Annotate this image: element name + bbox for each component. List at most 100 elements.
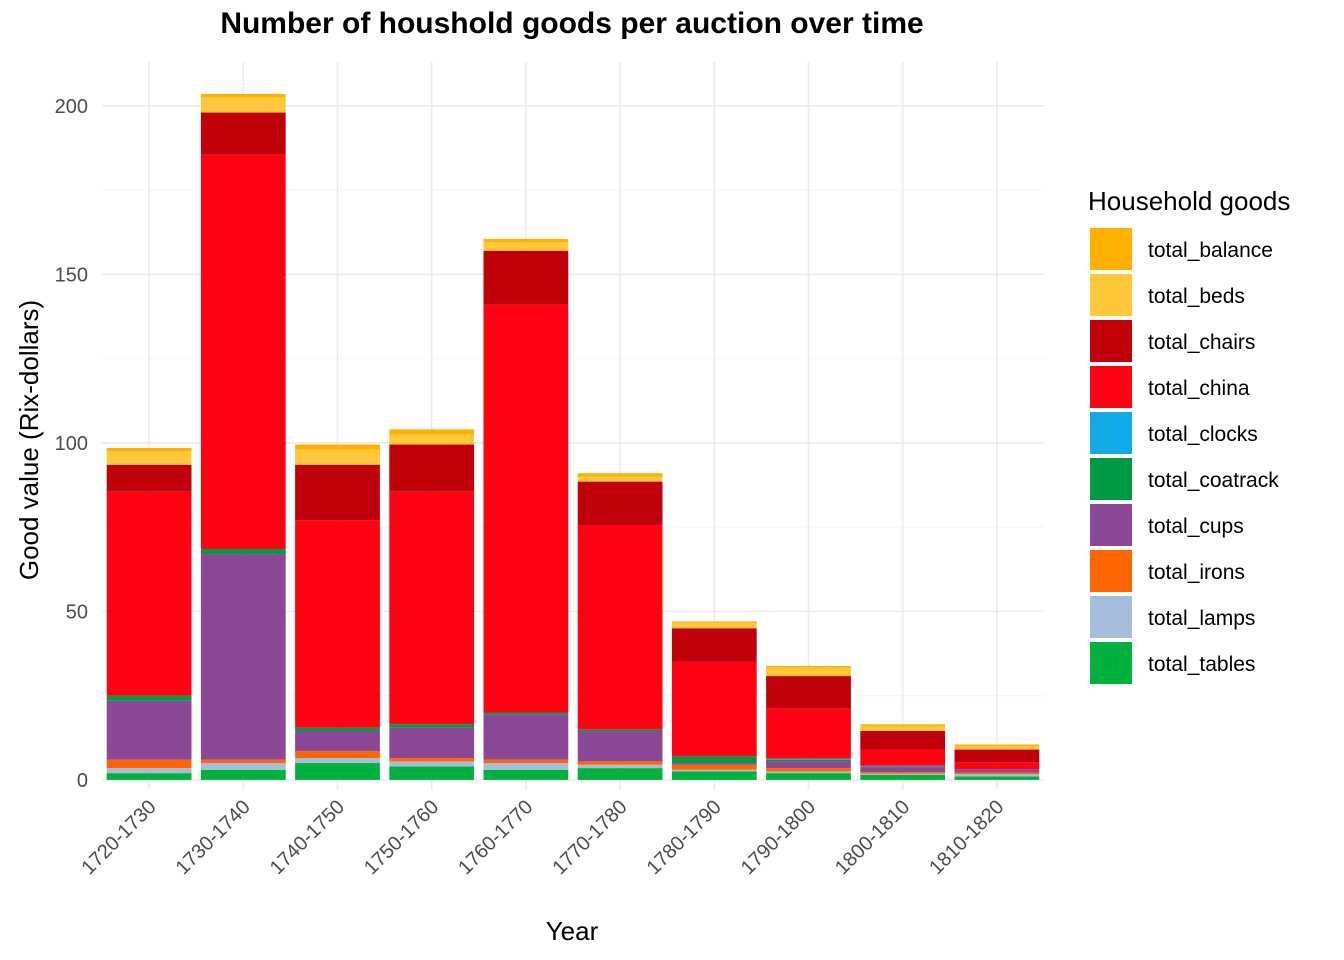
bar-segment-balance-1760-1770: [483, 238, 569, 243]
bar-segment-tables-1720-1730: [106, 773, 192, 780]
bar-segment-beds-1740-1750: [295, 449, 380, 465]
x-tick-label: 1750-1760: [360, 796, 443, 879]
bar-segment-tables-1770-1780: [577, 768, 663, 780]
bar-segment-irons-1780-1790: [671, 764, 757, 770]
bar-segment-cups-1780-1790: [671, 763, 757, 765]
bar-segment-coatrack-1720-1730: [106, 695, 192, 701]
x-tick-label: 1780-1790: [643, 796, 726, 879]
bar-segment-beds-1720-1730: [106, 451, 192, 465]
bar-segment-china-1760-1770: [483, 304, 569, 713]
legend-label: total_cups: [1148, 515, 1244, 538]
legend-key-lamps: [1090, 596, 1132, 638]
bar-segment-cups-1770-1780: [577, 731, 663, 762]
chart-title: Number of houshold goods per auction ove…: [220, 7, 923, 40]
bar-segment-balance-1720-1730: [106, 447, 192, 452]
legend-label: total_tables: [1148, 653, 1255, 676]
bar-segment-irons-1760-1770: [483, 759, 569, 764]
legend-label: total_lamps: [1148, 607, 1255, 630]
bar-segment-tables-1790-1800: [766, 773, 851, 780]
bar-segment-chairs-1750-1760: [389, 444, 475, 492]
legend-label: total_coatrack: [1148, 469, 1279, 492]
legend: Household goods total_balance total_bedst…: [1088, 186, 1290, 684]
bar-segment-irons-1800-1810: [860, 772, 946, 774]
bar-segment-irons-1770-1780: [577, 761, 663, 765]
bar-segment-beds-1760-1770: [483, 242, 569, 251]
y-axis-title: Good value (Rix-dollars): [14, 300, 44, 580]
bar-segment-beds-1780-1790: [671, 623, 757, 629]
legend-label: total_china: [1148, 377, 1250, 400]
bar-segment-china-1730-1740: [200, 154, 286, 550]
bar-segment-irons-1810-1820: [954, 772, 1040, 775]
bar-segment-irons-1750-1760: [389, 757, 475, 762]
bar-segment-china-1800-1810: [860, 749, 946, 766]
bar-segment-balance-1800-1810: [860, 724, 946, 726]
bar-segment-irons-1720-1730: [106, 759, 192, 769]
bar-segment-clocks-1800-1810: [860, 765, 946, 767]
bar-segment-coatrack-1800-1810: [860, 766, 946, 768]
bar-segment-beds-1730-1740: [200, 97, 286, 113]
bar-segment-lamps-1720-1730: [106, 768, 192, 774]
legend-key-chairs: [1090, 320, 1132, 362]
bar-segment-chairs-1780-1790: [671, 628, 757, 662]
y-tick-label: 150: [55, 264, 88, 286]
bars-layer: [106, 94, 1040, 780]
bar-segment-chairs-1790-1800: [766, 676, 851, 709]
x-tick-label: 1720-1730: [77, 796, 160, 879]
bar-segment-lamps-1760-1770: [483, 763, 569, 770]
bar-segment-coatrack-1770-1780: [577, 729, 663, 732]
bar-segment-lamps-1780-1790: [671, 769, 757, 772]
legend-key-balance: [1090, 228, 1132, 270]
bar-segment-cups-1790-1800: [766, 761, 851, 769]
bar-segment-china-1740-1750: [295, 520, 380, 728]
legend-key-china: [1090, 366, 1132, 408]
x-tick-label: 1800-1810: [831, 796, 914, 879]
bar-segment-beds-1750-1760: [389, 434, 475, 445]
bar-segment-balance-1740-1750: [295, 444, 380, 450]
bar-segment-lamps-1800-1810: [860, 773, 946, 775]
bar-segment-balance-1790-1800: [766, 665, 851, 668]
x-tick-label: 1740-1750: [266, 796, 349, 879]
legend-label: total_balance: [1148, 239, 1273, 262]
bar-segment-china-1750-1760: [389, 491, 475, 725]
bar-segment-chairs-1720-1730: [106, 464, 192, 492]
bar-segment-irons-1730-1740: [200, 759, 286, 764]
bar-segment-clocks-1790-1800: [766, 758, 851, 760]
legend-key-irons: [1090, 550, 1132, 592]
bar-segment-balance-1770-1780: [577, 473, 663, 477]
bar-segment-beds-1790-1800: [766, 667, 851, 677]
bar-segment-cups-1800-1810: [860, 767, 946, 773]
bar-segment-cups-1760-1770: [483, 714, 569, 760]
bar-segment-balance-1780-1790: [671, 621, 757, 624]
bar-segment-china-1770-1780: [577, 525, 663, 730]
bar-segment-china-1780-1790: [671, 661, 757, 757]
bar-segment-coatrack-1740-1750: [295, 727, 380, 732]
bar-segment-coatrack-1790-1800: [766, 759, 851, 762]
bar-segment-chairs-1770-1780: [577, 481, 663, 526]
bar-segment-beds-1770-1780: [577, 476, 663, 482]
x-tick-label: 1810-1820: [925, 796, 1008, 879]
bar-segment-coatrack-1760-1770: [483, 712, 569, 715]
legend-key-coatrack: [1090, 458, 1132, 500]
bar-segment-lamps-1770-1780: [577, 764, 663, 769]
legend-label: total_clocks: [1148, 423, 1258, 446]
bar-segment-beds-1800-1810: [860, 725, 946, 732]
bar-segment-tables-1810-1820: [954, 776, 1040, 780]
y-tick-label: 100: [55, 433, 88, 455]
bar-segment-lamps-1740-1750: [295, 757, 380, 764]
legend-key-cups: [1090, 504, 1132, 546]
y-tick-label: 200: [55, 96, 88, 118]
bar-segment-tables-1750-1760: [389, 766, 475, 780]
bar-segment-tables-1760-1770: [483, 769, 569, 780]
legend-key-clocks: [1090, 412, 1132, 454]
bar-segment-beds-1810-1820: [954, 746, 1040, 750]
bar-segment-coatrack-1730-1740: [200, 549, 286, 555]
bar-segment-cups-1720-1730: [106, 700, 192, 760]
bar-segment-china-1810-1820: [954, 762, 1040, 770]
bar-segment-lamps-1790-1800: [766, 771, 851, 774]
bar-segment-lamps-1750-1760: [389, 761, 475, 767]
bar-segment-tables-1730-1740: [200, 769, 286, 780]
legend-title: Household goods: [1088, 186, 1290, 216]
bar-segment-tables-1740-1750: [295, 763, 380, 780]
